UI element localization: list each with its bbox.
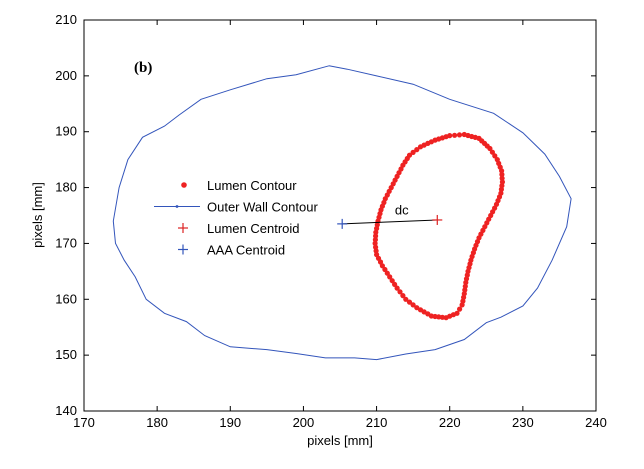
x-tick-label-6: 230 xyxy=(512,415,534,430)
lumen-point-82 xyxy=(372,237,378,243)
lumen-point-65 xyxy=(406,299,413,305)
lumen-point-80 xyxy=(373,244,379,250)
annotation-0: dc xyxy=(395,202,409,217)
y-axis-title: pixels [mm] xyxy=(30,182,45,248)
lumen-point-74 xyxy=(382,266,388,273)
lumen-point-70 xyxy=(392,281,398,287)
lumen-point-14 xyxy=(499,168,505,174)
lumen-series xyxy=(372,131,505,321)
lumen-point-81 xyxy=(372,240,378,246)
y-tick-label-6: 200 xyxy=(55,68,77,83)
ticks-group: 170 180 190 200 210 220 230 240 140 150 160 170 180 1… xyxy=(55,12,607,430)
legend-label-0: Lumen Contour xyxy=(207,178,297,193)
lumen-point-68 xyxy=(397,289,403,295)
legend-label-3: AAA Centroid xyxy=(207,243,285,258)
y-tick-label-3: 170 xyxy=(55,235,77,250)
y-tick-label-1: 150 xyxy=(55,347,77,362)
lumen-point-118 xyxy=(456,132,463,138)
lumen-point-69 xyxy=(394,285,400,291)
lumen-point-73 xyxy=(384,270,390,276)
lumen-centroid-marker xyxy=(432,214,443,225)
x-tick-label-2: 190 xyxy=(219,415,241,430)
lumen-point-117 xyxy=(452,132,458,138)
lumen-point-16 xyxy=(499,175,505,181)
lumen-point-83 xyxy=(373,233,379,239)
plot-area xyxy=(83,19,597,412)
y-tick-label-7: 210 xyxy=(55,12,77,27)
lumen-point-10 xyxy=(492,153,498,159)
x-tick-label-1: 180 xyxy=(146,415,168,430)
y-tick-label-5: 190 xyxy=(55,124,77,139)
lumen-point-116 xyxy=(447,133,453,139)
y-tick-label-2: 160 xyxy=(55,291,77,306)
dc-line xyxy=(342,219,438,225)
legend-marker-lumen-contour xyxy=(181,182,187,188)
lumen-point-71 xyxy=(389,278,395,284)
outer-wall-line xyxy=(112,65,572,361)
lumen-point-67 xyxy=(400,293,406,299)
aaa-centroid-marker xyxy=(337,218,348,229)
lumen-point-15 xyxy=(499,171,505,178)
annotations-group: dc xyxy=(395,202,409,217)
x-tick-label-0: 170 xyxy=(73,415,95,430)
lumen-point-66 xyxy=(403,296,409,302)
lumen-point-72 xyxy=(387,274,393,280)
lumen-point-105 xyxy=(406,152,413,158)
lumen-point-51 xyxy=(457,306,463,312)
y-tick-label-4: 180 xyxy=(55,180,77,195)
lumen-point-44 xyxy=(463,279,469,286)
legend-label-2: Lumen Centroid xyxy=(207,221,300,236)
lumen-point-63 xyxy=(414,305,420,311)
x-tick-label-3: 200 xyxy=(293,415,315,430)
lumen-point-50 xyxy=(459,302,465,308)
lumen-point-8 xyxy=(487,145,493,152)
legend: Lumen Contour Outer Wall Contour Lumen Cen… xyxy=(154,178,318,258)
lumen-point-19 xyxy=(498,186,504,192)
x-tick-label-4: 210 xyxy=(366,415,388,430)
legend-marker-outer-wall xyxy=(175,205,179,208)
lumen-point-107 xyxy=(414,147,420,153)
x-tick-label-5: 220 xyxy=(439,415,461,430)
lumen-point-64 xyxy=(410,302,416,308)
panel-label: (b) xyxy=(134,60,152,76)
outer-wall-series xyxy=(112,65,572,361)
x-tick-label-7: 240 xyxy=(585,415,607,430)
centroids-group xyxy=(337,214,443,229)
lumen-point-9 xyxy=(489,149,495,155)
legend-label-1: Outer Wall Contour xyxy=(207,200,318,215)
lumen-point-106 xyxy=(410,149,416,155)
x-axis-title: pixels [mm] xyxy=(307,433,373,448)
y-tick-label-0: 140 xyxy=(55,403,77,418)
